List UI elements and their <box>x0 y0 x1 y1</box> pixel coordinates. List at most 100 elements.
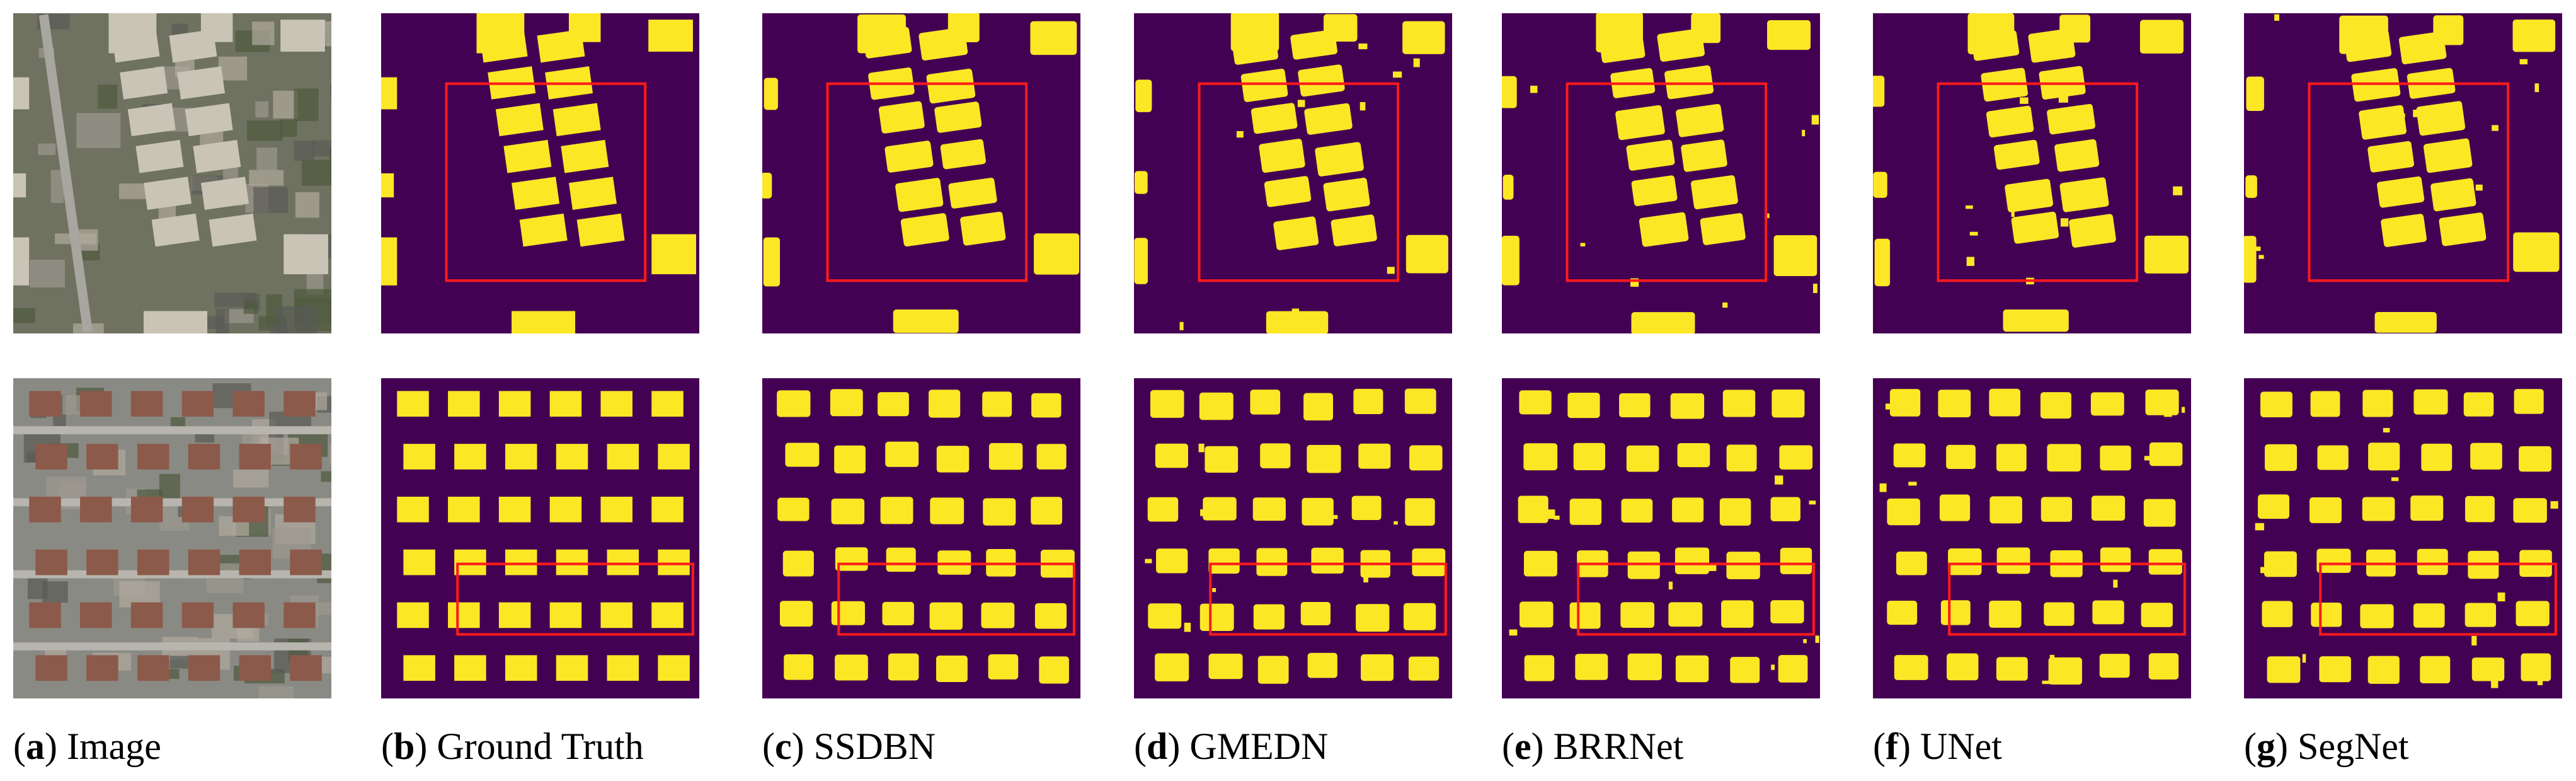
building <box>549 496 582 523</box>
roof <box>185 103 233 137</box>
roof <box>86 655 118 681</box>
caption-text: ) BRRNet <box>1531 726 1684 767</box>
noise <box>2491 678 2499 688</box>
roof <box>137 444 169 470</box>
noise <box>2497 592 2505 601</box>
roof <box>177 66 226 100</box>
roof <box>188 444 220 470</box>
building <box>1626 445 1659 472</box>
building <box>505 549 537 576</box>
building <box>1135 171 1148 194</box>
building <box>2148 549 2182 575</box>
noise <box>1885 403 1893 410</box>
building <box>607 444 639 470</box>
roof <box>13 237 30 286</box>
building <box>1307 444 1341 473</box>
building <box>1199 603 1234 631</box>
roof <box>232 391 265 417</box>
building <box>1315 142 1364 176</box>
building <box>1264 176 1312 207</box>
mask-panel <box>1134 13 1452 333</box>
building <box>1947 653 1979 681</box>
building <box>1631 312 1695 333</box>
texture <box>170 417 186 429</box>
texture <box>295 192 319 218</box>
highlight-box <box>1948 562 2186 636</box>
building <box>1670 393 1705 419</box>
building <box>1155 443 1188 468</box>
noise <box>1771 664 1775 670</box>
mask-panel <box>1134 378 1452 698</box>
building <box>2317 445 2349 470</box>
building <box>1405 234 1448 274</box>
roof <box>35 444 67 470</box>
building <box>2100 547 2131 572</box>
caption-letter: c <box>774 726 792 767</box>
building <box>2514 389 2544 414</box>
building <box>2069 214 2116 248</box>
building <box>1036 444 1067 470</box>
noise <box>2475 184 2483 191</box>
building <box>2047 444 2081 472</box>
building <box>1250 390 1281 415</box>
highlight-box <box>837 562 1075 636</box>
building <box>1208 654 1243 680</box>
building <box>948 177 997 209</box>
texture <box>218 56 248 81</box>
building <box>1722 390 1756 417</box>
building <box>403 444 435 470</box>
noise <box>1802 130 1806 137</box>
noise <box>1208 457 1215 465</box>
building <box>1766 20 1811 50</box>
building <box>1031 393 1062 418</box>
building <box>600 391 633 417</box>
building <box>2519 446 2552 472</box>
noise <box>2471 635 2477 646</box>
building <box>568 176 617 210</box>
noise <box>2113 579 2118 588</box>
building <box>1353 388 1383 415</box>
building <box>2413 603 2445 628</box>
roof <box>283 496 316 523</box>
roof <box>135 139 184 173</box>
noise <box>2042 680 2052 685</box>
highlight-box <box>456 562 694 636</box>
building <box>1675 655 1709 683</box>
building <box>1523 550 1557 577</box>
building <box>2413 389 2448 415</box>
building <box>1700 213 1746 245</box>
building <box>403 549 435 576</box>
building <box>1524 655 1555 681</box>
caption-letter: d <box>1146 726 1168 767</box>
roof <box>29 602 61 628</box>
building <box>2316 548 2351 573</box>
mask-panel <box>1873 13 2191 333</box>
roof <box>86 549 118 576</box>
roof <box>200 176 249 210</box>
building <box>1569 499 1602 525</box>
building <box>1323 177 1370 212</box>
building <box>1627 653 1662 681</box>
highlight-box <box>1937 82 2139 282</box>
building <box>1596 13 1643 53</box>
roof <box>209 213 257 247</box>
noise <box>2060 218 2069 227</box>
building <box>2470 443 2502 470</box>
building <box>988 654 1019 680</box>
building <box>2421 443 2453 471</box>
building <box>1256 548 1288 576</box>
building <box>2141 603 2173 627</box>
building <box>2059 177 2109 212</box>
texture <box>312 140 331 156</box>
building <box>2374 311 2437 333</box>
texture <box>294 88 319 122</box>
mask-panel <box>381 378 699 698</box>
building <box>454 444 486 470</box>
building <box>495 103 544 137</box>
building <box>549 602 582 628</box>
highlight-box <box>445 82 647 282</box>
building <box>2513 232 2560 272</box>
building <box>2410 495 2444 521</box>
caption: (d) GMEDN <box>1134 725 1328 768</box>
building <box>2430 178 2476 212</box>
